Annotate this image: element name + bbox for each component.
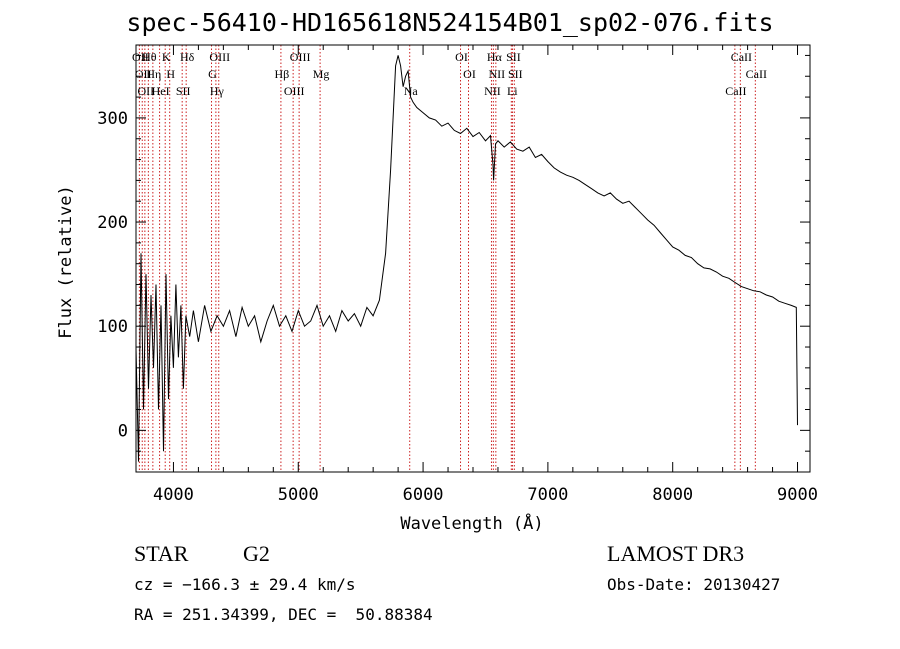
line-label-hα: Hα xyxy=(487,50,503,64)
spectrum-series-line xyxy=(135,55,798,462)
object-subclass: G2 xyxy=(243,541,270,566)
line-label-nii: NII xyxy=(489,67,506,81)
line-label-k: K xyxy=(162,50,171,64)
line-label-oiii: OIII xyxy=(290,50,311,64)
x-tick-label: 9000 xyxy=(777,485,818,505)
line-label-hθ: Hθ xyxy=(142,50,157,64)
line-label-nii: NII xyxy=(484,84,501,98)
y-tick-label: 100 xyxy=(97,317,128,337)
line-label-na: Na xyxy=(404,84,419,98)
line-labels: OIIOIIOIIHθHηHeIKHSIIHδGHγOIIIHβOIIIOIII… xyxy=(132,50,767,98)
line-label-hei: HeI xyxy=(152,84,170,98)
y-axis-label: Flux (relative) xyxy=(56,185,76,339)
x-axis: 4000 5000 6000 7000 8000 9000 xyxy=(153,45,818,505)
line-label-hδ: Hδ xyxy=(180,50,195,64)
y-axis: 0 100 200 300 xyxy=(97,54,810,452)
line-label-h: H xyxy=(166,67,175,81)
y-tick-label: 300 xyxy=(97,109,128,129)
plot-frame xyxy=(135,44,811,473)
x-tick-label: 4000 xyxy=(153,485,194,505)
line-label-caii: CaII xyxy=(725,84,746,98)
x-tick-label: 7000 xyxy=(527,485,568,505)
line-label-caii: CaII xyxy=(746,67,767,81)
y-tick-label: 0 xyxy=(118,421,128,441)
line-label-oi: OI xyxy=(455,50,468,64)
line-label-hβ: Hβ xyxy=(275,67,290,81)
line-label-sii: SII xyxy=(508,67,523,81)
chart-title: spec-56410-HD165618N524154B01_sp02-076.f… xyxy=(126,8,774,37)
line-label-oi: OI xyxy=(463,67,476,81)
line-label-oiii: OIII xyxy=(284,84,305,98)
x-tick-label: 6000 xyxy=(403,485,444,505)
observation-date: Obs-Date: 20130427 xyxy=(607,575,781,594)
x-axis-label: Wavelength (Å) xyxy=(400,512,543,534)
line-markers xyxy=(138,45,756,472)
line-label-oii: OII xyxy=(138,84,155,98)
object-class: STAR xyxy=(134,541,189,566)
line-label-li: Li xyxy=(507,84,518,98)
line-label-sii: SII xyxy=(176,84,191,98)
line-label-g: G xyxy=(208,67,217,81)
sky-coordinates: RA = 251.34399, DEC = 50.88384 xyxy=(134,605,433,624)
survey-name: LAMOST DR3 xyxy=(607,541,745,566)
line-label-caii: CaII xyxy=(731,50,752,64)
redshift-velocity: cz = −166.3 ± 29.4 km/s xyxy=(134,575,356,594)
line-label-mg: Mg xyxy=(313,67,330,81)
line-label-oii: OII xyxy=(135,67,152,81)
line-label-sii: SII xyxy=(506,50,521,64)
line-label-hγ: Hγ xyxy=(210,84,225,98)
y-tick-label: 200 xyxy=(97,213,128,233)
line-label-oiii: OIII xyxy=(209,50,230,64)
x-tick-label: 5000 xyxy=(278,485,319,505)
x-tick-label: 8000 xyxy=(652,485,693,505)
line-label-hη: Hη xyxy=(146,67,161,81)
